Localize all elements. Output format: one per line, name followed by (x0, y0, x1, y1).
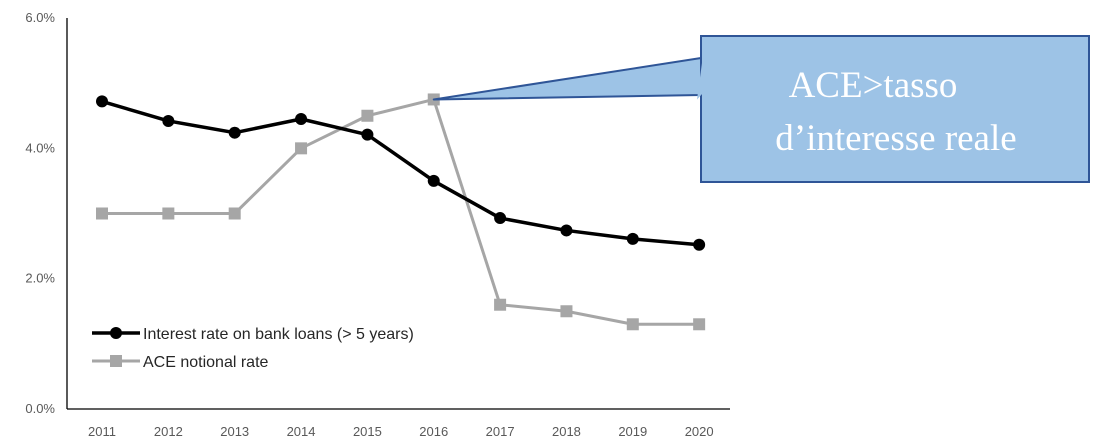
point-interest-rate-on-bank-loans-5-years-2018 (560, 224, 573, 237)
x-tick-label-2014: 2014 (287, 424, 316, 439)
legend-label-interest-rate: Interest rate on bank loans (> 5 years) (143, 326, 414, 343)
point-interest-rate-on-bank-loans-5-years-2016 (427, 174, 440, 187)
callout-pointer (432, 57, 702, 101)
y-tick-label: 6.0% (25, 10, 55, 25)
callout-pointer-joint (697, 59, 703, 100)
point-ace-notional-rate-2014 (295, 142, 308, 155)
point-ace-notional-rate-2019 (626, 318, 639, 331)
point-ace-notional-rate-2015 (361, 109, 374, 122)
x-tick-label-2011: 2011 (88, 424, 116, 439)
point-interest-rate-on-bank-loans-5-years-2015 (361, 128, 374, 141)
x-tick-label-2018: 2018 (552, 424, 581, 439)
point-ace-notional-rate-2017 (494, 298, 507, 311)
legend-label-ace-rate: ACE notional rate (143, 354, 269, 371)
point-ace-notional-rate-2013 (228, 207, 241, 220)
x-tick-label-2017: 2017 (486, 424, 515, 439)
x-tick-label-2019: 2019 (618, 424, 647, 439)
axes: 0.0% 2.0% 4.0% 6.0% 2011 2012 2013 2014 2015 2016… (25, 10, 730, 439)
point-interest-rate-on-bank-loans-5-years-2019 (626, 232, 639, 245)
legend: Interest rate on bank loans (> 5 years) … (92, 326, 414, 371)
point-ace-notional-rate-2020 (693, 318, 706, 331)
point-interest-rate-on-bank-loans-5-years-2013 (228, 126, 241, 139)
point-interest-rate-on-bank-loans-5-years-2020 (693, 238, 706, 251)
point-interest-rate-on-bank-loans-5-years-2012 (162, 114, 175, 127)
x-tick-label-2013: 2013 (220, 424, 249, 439)
x-tick-label-2015: 2015 (353, 424, 382, 439)
point-interest-rate-on-bank-loans-5-years-2014 (295, 113, 308, 126)
callout-box (700, 35, 1090, 183)
y-tick-label: 2.0% (25, 271, 55, 286)
point-ace-notional-rate-2011 (96, 207, 108, 220)
series-layer (96, 93, 706, 331)
x-tick-label-2020: 2020 (685, 424, 714, 439)
point-interest-rate-on-bank-loans-5-years-2017 (494, 212, 507, 225)
callout-line-1: ACE>tasso (789, 65, 958, 106)
series-line-ace-notional-rate (102, 97, 700, 326)
callout-line-2: d’interesse reale (775, 118, 1016, 159)
x-tick-label-2016: 2016 (419, 424, 448, 439)
point-ace-notional-rate-2012 (162, 207, 175, 220)
callout: ACE>tasso d’interesse reale (432, 35, 1090, 183)
legend-marker-interest-rate (110, 327, 122, 339)
y-tick-label: 0.0% (25, 401, 55, 416)
y-tick-label: 4.0% (25, 140, 55, 155)
point-ace-notional-rate-2018 (560, 305, 573, 318)
legend-marker-ace-rate (110, 355, 122, 367)
series-line-interest-rate-on-bank-loans-5-years (101, 99, 700, 247)
point-interest-rate-on-bank-loans-5-years-2011 (96, 95, 108, 108)
x-tick-label-2012: 2012 (154, 424, 183, 439)
